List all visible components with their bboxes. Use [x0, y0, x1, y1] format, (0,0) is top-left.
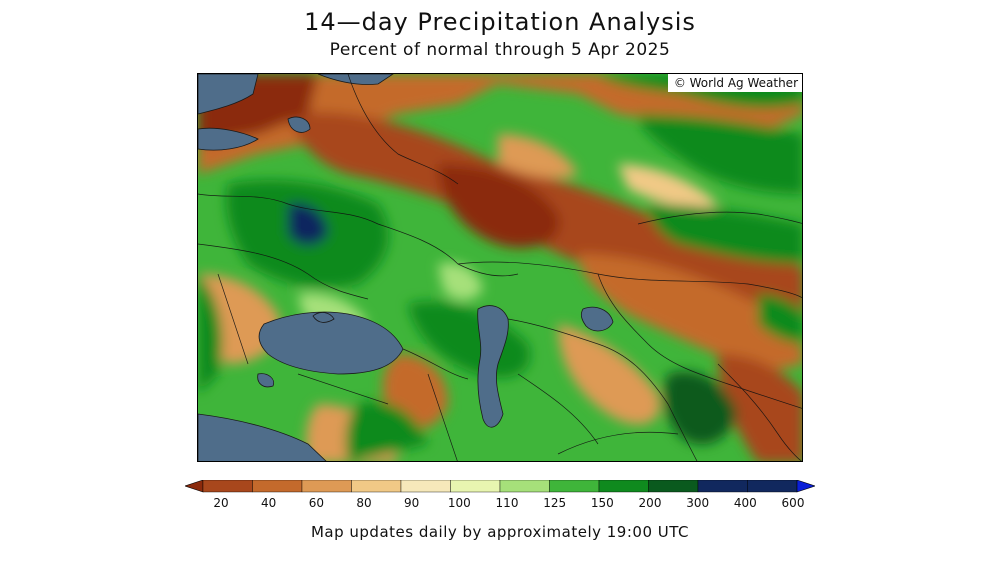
legend-swatch: [351, 480, 402, 493]
legend-tick-label: 200: [638, 496, 662, 510]
legend-swatch: [697, 480, 748, 493]
map-title: 14—day Precipitation Analysis: [304, 8, 696, 36]
color-legend: [185, 480, 815, 508]
legend-tick-label: 40: [261, 496, 277, 510]
legend-swatch: [598, 480, 649, 493]
legend-arrow-low: [185, 480, 204, 493]
map-credit: © World Ag Weather: [667, 74, 802, 92]
legend-tick-label: 150: [590, 496, 614, 510]
legend-tick-label: 125: [543, 496, 567, 510]
legend-tick-label: 80: [356, 496, 372, 510]
update-note: Map updates daily by approximately 19:00…: [310, 523, 689, 541]
legend-swatch: [252, 480, 303, 493]
legend-swatch: [747, 480, 798, 493]
legend-swatch: [648, 480, 699, 493]
legend-tick-label: 400: [733, 496, 757, 510]
legend-arrow-high: [796, 480, 815, 493]
legend-swatch: [301, 480, 352, 493]
legend-tick-label: 300: [686, 496, 710, 510]
map-graphic: [198, 74, 802, 461]
legend-swatch: [202, 480, 253, 493]
precipitation-map: © World Ag Weather: [197, 73, 803, 462]
legend-ticks: 20 40 60 80 90 100 110 125 150 200 300 400 600: [185, 496, 815, 512]
legend-colorbar: [185, 480, 815, 493]
legend-swatch: [549, 480, 600, 493]
legend-tick-label: 20: [213, 496, 229, 510]
legend-tick-label: 110: [495, 496, 519, 510]
legend-tick-label: 100: [447, 496, 471, 510]
legend-tick-label: 60: [308, 496, 324, 510]
legend-tick-label: 90: [404, 496, 420, 510]
black-sea-shape: [258, 311, 404, 375]
legend-swatch: [499, 480, 550, 493]
map-subtitle: Percent of normal through 5 Apr 2025: [329, 40, 671, 60]
legend-tick-label: 600: [781, 496, 805, 510]
aral-sea-shape: [580, 306, 614, 332]
legend-swatch: [450, 480, 501, 493]
legend-swatch: [400, 480, 451, 493]
